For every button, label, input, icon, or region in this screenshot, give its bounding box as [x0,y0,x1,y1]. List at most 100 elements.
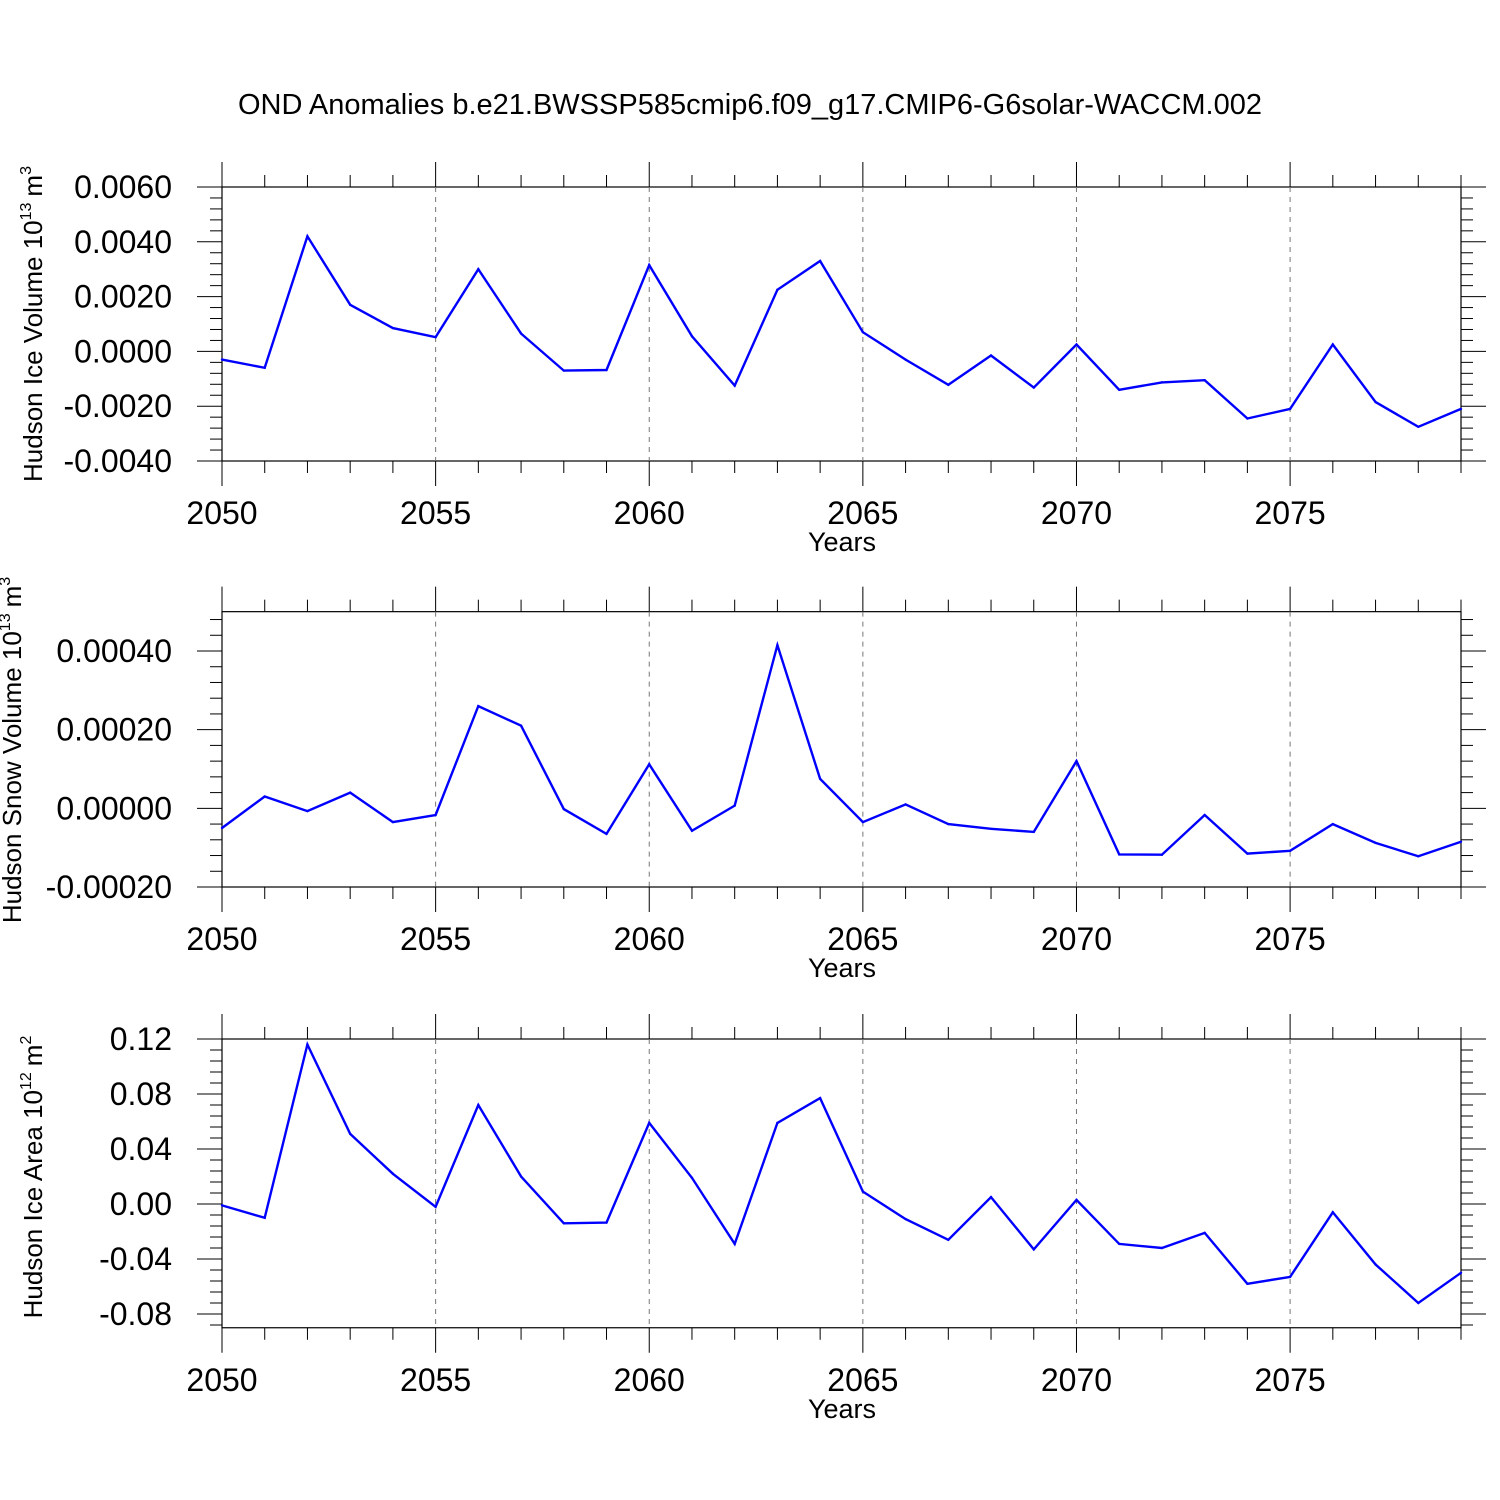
x-tick-label: 2070 [1041,1362,1112,1398]
data-point [989,827,993,830]
y-tick-label: 0.08 [110,1076,172,1112]
data-point [1118,388,1121,391]
data-point [1246,1282,1249,1285]
data-point [1417,425,1420,428]
x-tick-label: 2055 [400,495,471,531]
x-axis-label: Years [808,953,876,983]
data-point [1032,386,1035,389]
data-point [477,1103,480,1107]
data-point [1246,852,1249,855]
data-point [1075,343,1078,346]
data-point [1075,1198,1078,1202]
data-point [306,809,309,813]
data-point [904,803,907,806]
data-point [733,804,736,807]
data-point [263,795,266,798]
data-point [1032,830,1035,834]
y-tick-label: 0.0060 [74,169,172,205]
data-point [434,813,437,817]
y-axis-label: Hudson Snow Volume 1013 m3 [0,577,27,923]
x-axis-label: Years [808,1394,876,1424]
y-tick-label: -0.00020 [46,869,172,905]
data-point [434,1205,437,1208]
data-point [1459,1271,1463,1274]
data-point [348,791,352,794]
data-point [733,384,736,387]
data-point [776,643,779,647]
data-point [1032,1248,1035,1251]
data-point [989,1195,993,1199]
data-point [562,369,565,372]
data-point [1118,853,1121,856]
y-tick-label: -0.08 [99,1296,172,1332]
x-tick-label: 2075 [1255,495,1326,531]
data-point [1331,1211,1335,1214]
x-tick-label: 2055 [400,1362,471,1398]
y-tick-label: 0.12 [110,1021,172,1057]
data-point [690,1176,694,1180]
plot-frame [221,611,1462,888]
data-point [1160,853,1164,856]
y-tick-label: -0.04 [99,1241,172,1277]
data-point [818,777,822,781]
data-point [989,354,993,357]
data-point [1203,378,1206,382]
x-tick-label: 2075 [1255,921,1326,957]
data-point [1331,343,1335,346]
x-tick-label: 2065 [827,921,898,957]
y-axis-label-main: Hudson Ice Volume 10 [18,220,48,482]
panel-1: -0.0040 -0.0020 0.0000 0.0020 0.0040 0.0060 20… [18,162,1486,557]
series-line [221,1040,1462,1305]
data-point [904,1217,907,1221]
y-axis-label-unit: m [18,1045,48,1067]
y-axis-label-unit-exponent: 3 [0,577,14,586]
x-tick-label: 2060 [614,921,685,957]
data-point [1288,849,1292,853]
x-tick-label: 2060 [614,1362,685,1398]
y-axis-label: Hudson Ice Volume 1013 m3 [18,166,48,482]
x-tick-label: 2060 [614,495,685,531]
y-tick-label: 0.0040 [74,224,172,260]
y-tick-label: 0.00040 [56,633,172,669]
x-axis-label: Years [808,527,876,557]
x-tick-label: 2055 [400,921,471,957]
plot-frame [221,186,1462,462]
y-axis-label: Hudson Ice Area 1012 m2 [18,1036,48,1319]
data-point [1288,407,1292,411]
x-tick-label: 2070 [1041,495,1112,531]
y-axis-label-unit-exponent: 2 [18,1036,35,1045]
data-point [947,822,950,826]
data-point [220,1204,224,1207]
data-point [1203,813,1206,817]
data-point [391,820,395,824]
y-axis-label-unit: m [18,175,48,197]
x-tick-label: 2070 [1041,921,1112,957]
data-point [1203,1231,1206,1235]
data-point [1160,381,1164,384]
y-axis-label-exponent: 13 [0,613,14,631]
data-point [690,335,694,338]
data-point [562,807,565,811]
y-tick-label: 0.0020 [74,279,172,315]
y-tick-label: 0.0000 [74,333,172,369]
data-point [263,366,266,370]
panel-2: -0.00020 0.00000 0.00020 0.00040 2050 2055 206… [0,577,1486,983]
x-tick-label: 2065 [827,495,898,531]
data-point [690,829,694,832]
y-axis-label-exponent: 12 [18,1072,35,1090]
data-point [519,724,523,727]
data-point [776,1121,779,1125]
data-point [1374,841,1377,845]
y-tick-label: 0.00000 [56,790,172,826]
data-point [348,303,352,307]
data-point [818,1096,822,1100]
panel-3: -0.08 -0.04 0.00 0.04 0.08 0.12 2050 2055 2060 20… [18,1014,1486,1424]
x-tick-label: 2065 [827,1362,898,1398]
y-axis-label-exponent: 13 [18,202,35,220]
data-point [947,383,950,387]
data-point [1288,1275,1292,1279]
data-point [648,763,651,766]
data-point [1417,1301,1420,1305]
data-point [904,358,907,361]
